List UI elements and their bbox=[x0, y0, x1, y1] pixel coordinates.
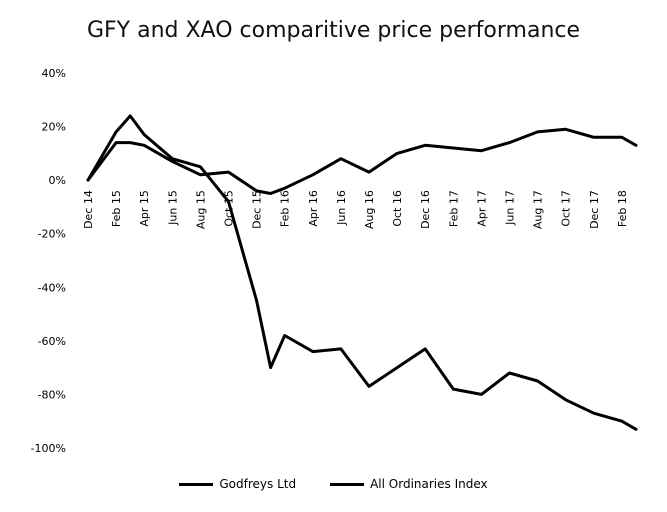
legend-label-all-ords: All Ordinaries Index bbox=[370, 477, 488, 491]
x-tick-label: Jun 17 bbox=[504, 190, 517, 226]
x-tick-label: Aug 17 bbox=[532, 190, 545, 229]
y-tick-label: -20% bbox=[38, 228, 66, 241]
x-tick-label: Dec 14 bbox=[82, 190, 95, 229]
y-tick-label: 0% bbox=[49, 174, 66, 187]
x-tick-label: Feb 17 bbox=[447, 190, 460, 227]
legend-swatch-all-ords bbox=[330, 482, 365, 486]
legend-label-godfreys: Godfreys Ltd bbox=[219, 477, 297, 491]
x-tick-label: Dec 17 bbox=[588, 190, 601, 229]
y-tick-label: -40% bbox=[38, 281, 66, 294]
y-tick-label: -100% bbox=[31, 442, 66, 455]
chart-title: GFY and XAO comparitive price performanc… bbox=[86, 18, 581, 43]
legend: Godfreys Ltd All Ordinaries Index bbox=[0, 477, 667, 491]
x-tick-label: Aug 16 bbox=[363, 190, 376, 229]
x-tick-label: Jun 15 bbox=[166, 190, 179, 226]
x-tick-label: Oct 16 bbox=[391, 190, 404, 227]
y-tick-label: 20% bbox=[42, 121, 66, 134]
x-tick-label: Feb 18 bbox=[616, 190, 629, 227]
y-tick-label: -80% bbox=[38, 388, 66, 401]
x-tick-label: Feb 15 bbox=[110, 190, 123, 227]
legend-item-all-ords: All Ordinaries Index bbox=[330, 477, 488, 491]
x-tick-label: Oct 17 bbox=[560, 190, 573, 227]
x-tick-label: Apr 15 bbox=[138, 190, 151, 227]
series-line-all-ordinaries bbox=[86, 127, 638, 195]
y-tick-label: -60% bbox=[38, 335, 66, 348]
series-line-godfreys bbox=[86, 114, 638, 431]
x-tick-label: Dec 15 bbox=[251, 190, 264, 229]
y-tick-label: 40% bbox=[42, 67, 66, 80]
x-tick-label: Jun 16 bbox=[335, 190, 348, 226]
x-tick-label: Dec 16 bbox=[419, 190, 432, 229]
x-tick-label: Feb 16 bbox=[279, 190, 292, 227]
legend-item-godfreys: Godfreys Ltd bbox=[179, 477, 296, 491]
x-tick-label: Apr 16 bbox=[307, 190, 320, 227]
legend-swatch-godfreys bbox=[179, 482, 214, 486]
x-tick-label: Apr 17 bbox=[475, 190, 488, 227]
x-tick-label: Aug 15 bbox=[194, 190, 207, 229]
